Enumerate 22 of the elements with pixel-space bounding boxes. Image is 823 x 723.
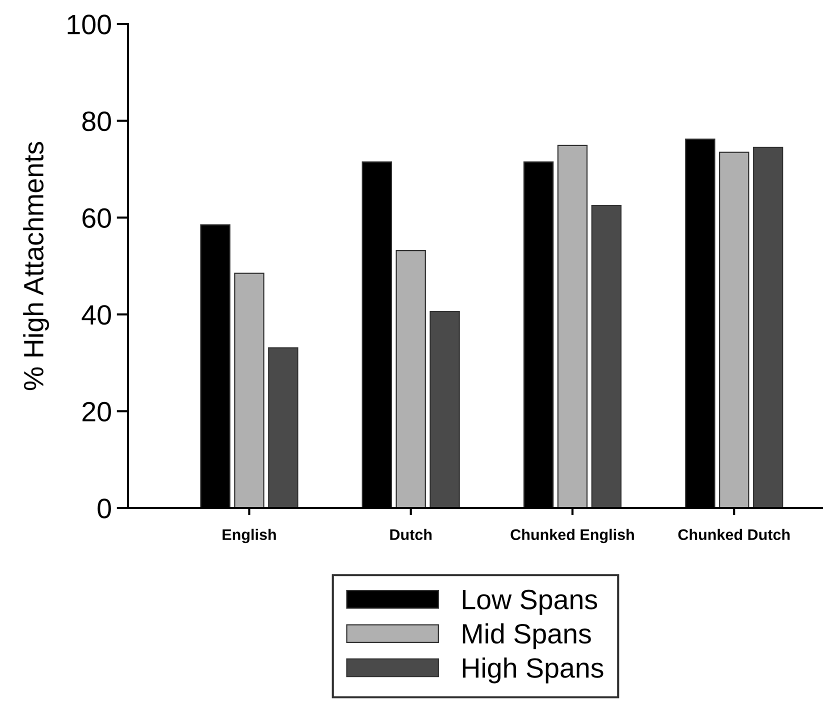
y-tick-label: 20 xyxy=(82,402,111,422)
legend-label: Low Spans xyxy=(462,590,598,615)
bar xyxy=(719,152,750,508)
bar xyxy=(591,204,622,508)
bar xyxy=(268,347,298,508)
legend-label: Mid Spans xyxy=(462,623,591,650)
y-tick-label: 100 xyxy=(68,14,111,34)
y-tick-label: 80 xyxy=(82,111,111,132)
y-tick-label: 40 xyxy=(82,305,111,325)
x-tick-label: Chunked English xyxy=(510,528,634,544)
bar xyxy=(234,272,264,508)
x-tick-label: English xyxy=(222,528,276,544)
x-tick-label: Chunked Dutch xyxy=(678,528,790,540)
y-tick-label: 0 xyxy=(98,498,111,518)
legend-label: High Spans xyxy=(462,657,604,684)
x-tick-label: Dutch xyxy=(390,528,432,540)
bar xyxy=(752,146,784,508)
bar xyxy=(396,250,426,508)
y-tick-label: 60 xyxy=(82,208,111,228)
bar xyxy=(430,310,460,508)
bar xyxy=(557,144,588,508)
y-axis-title: % High Attachments xyxy=(23,142,50,390)
